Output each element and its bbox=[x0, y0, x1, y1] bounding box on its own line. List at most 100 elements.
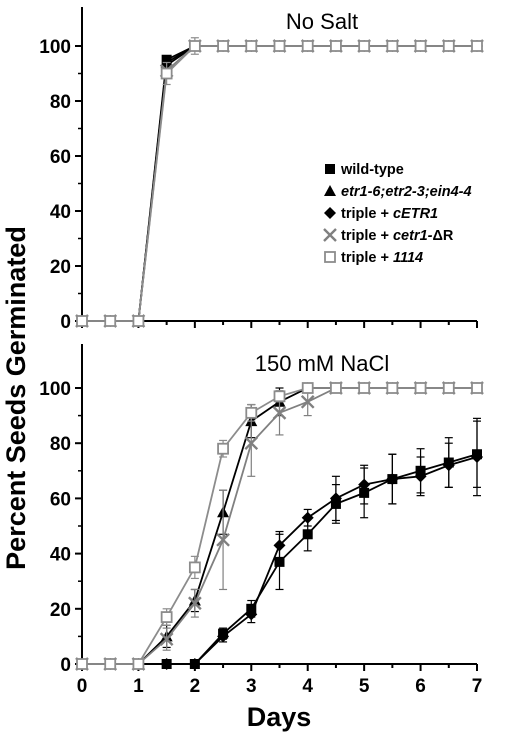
x-tick-label: 6 bbox=[415, 676, 426, 697]
data-point bbox=[442, 459, 455, 472]
data-point bbox=[358, 382, 371, 394]
data-point bbox=[471, 40, 483, 52]
data-point bbox=[104, 315, 117, 327]
data-point bbox=[301, 511, 314, 524]
data-point bbox=[217, 630, 230, 643]
y-tick-label: 40 bbox=[50, 545, 71, 566]
legend-label-part: triple + bbox=[341, 206, 393, 222]
data-point bbox=[330, 40, 342, 52]
series-triangle-filled bbox=[76, 40, 483, 326]
data-point bbox=[471, 451, 483, 463]
data-point bbox=[301, 382, 314, 394]
data-point bbox=[329, 492, 342, 505]
x-tick-label: 2 bbox=[190, 676, 201, 697]
x-axis-title: Days bbox=[247, 702, 312, 732]
y-tick-label: 60 bbox=[50, 489, 71, 510]
x-tick-label: 1 bbox=[133, 676, 144, 697]
legend-label: wild-type bbox=[340, 162, 404, 178]
data-point bbox=[414, 40, 427, 52]
data-point bbox=[160, 611, 173, 623]
panel-title: No Salt bbox=[286, 9, 358, 34]
data-point bbox=[300, 394, 315, 409]
data-point bbox=[358, 40, 371, 52]
series-diamond-filled bbox=[76, 417, 483, 670]
data-point bbox=[104, 658, 117, 670]
legend-marker bbox=[323, 228, 337, 242]
data-point bbox=[302, 529, 313, 540]
legend-label: triple + 1114 bbox=[341, 250, 423, 266]
data-point bbox=[245, 608, 258, 621]
nacl-panel: 0 20 40 60 80 100 0 1 2 3 4 5 6 7 150 mM NaCl bbox=[39, 344, 484, 697]
series-x bbox=[75, 381, 484, 671]
data-point bbox=[76, 315, 88, 327]
legend-marker bbox=[325, 164, 335, 174]
legend-marker bbox=[324, 207, 336, 219]
legend-label-part: triple + bbox=[341, 228, 393, 244]
y-tick-label: 20 bbox=[50, 257, 71, 278]
data-point bbox=[471, 382, 483, 394]
legend-label-part: ΔR bbox=[432, 228, 453, 244]
data-point bbox=[358, 478, 371, 491]
data-point bbox=[386, 40, 399, 52]
data-point bbox=[274, 556, 285, 567]
data-point bbox=[386, 382, 399, 394]
legend: wild-type etr1-6;etr2-3;ein4-4 triple + cE… bbox=[323, 162, 472, 266]
legend-label: etr1-6;etr2-3;ein4-4 bbox=[341, 184, 472, 200]
data-point bbox=[414, 470, 427, 483]
series-square-open bbox=[76, 382, 483, 670]
data-point bbox=[76, 658, 88, 670]
legend-label-part: cETR1 bbox=[393, 206, 438, 222]
data-point bbox=[132, 658, 145, 670]
data-point bbox=[442, 40, 455, 52]
legend-marker bbox=[324, 185, 336, 196]
data-point bbox=[386, 473, 399, 486]
y-tick-label: 20 bbox=[50, 600, 71, 621]
data-point bbox=[217, 442, 229, 455]
x-tick-label: 5 bbox=[359, 676, 370, 697]
x-tick-label: 0 bbox=[77, 676, 88, 697]
y-axis-title: Percent Seeds Germinated bbox=[1, 226, 31, 570]
x-tick-label: 7 bbox=[472, 676, 483, 697]
y-tick-label: 100 bbox=[39, 37, 71, 58]
data-point bbox=[301, 40, 314, 52]
data-point bbox=[216, 532, 230, 547]
data-point bbox=[188, 658, 201, 670]
data-point bbox=[273, 390, 286, 403]
x-tick-label: 4 bbox=[302, 676, 313, 697]
data-point bbox=[244, 436, 259, 451]
data-point bbox=[245, 40, 258, 52]
data-point bbox=[160, 67, 173, 80]
series-square-open bbox=[76, 37, 483, 327]
data-point bbox=[160, 658, 173, 670]
y-tick-label: 100 bbox=[39, 379, 71, 400]
data-point bbox=[217, 40, 229, 52]
legend-label-part: triple + bbox=[341, 250, 393, 266]
data-point bbox=[188, 596, 202, 611]
legend-label-part: 1114 bbox=[393, 250, 423, 266]
legend-label: triple + cetr1-ΔR bbox=[341, 228, 454, 244]
data-point bbox=[272, 405, 287, 420]
legend-label-part: etr1-6;etr2-3;ein4-4 bbox=[341, 184, 472, 200]
y-tick-label: 60 bbox=[50, 147, 71, 168]
y-tick-label: 40 bbox=[50, 202, 71, 223]
legend-marker bbox=[324, 251, 336, 263]
data-point bbox=[245, 406, 258, 419]
y-tick-label: 80 bbox=[50, 92, 71, 113]
y-tick-label: 0 bbox=[60, 312, 71, 333]
data-point bbox=[273, 40, 286, 52]
data-point bbox=[159, 632, 174, 647]
legend-label-part: cetr1- bbox=[393, 228, 433, 244]
x-tick-label: 3 bbox=[246, 676, 257, 697]
legend-label: triple + cETR1 bbox=[341, 206, 438, 222]
no-salt-panel: 0 20 40 60 80 100 No Salt bbox=[39, 7, 484, 333]
data-point bbox=[188, 561, 201, 574]
panel-title: 150 mM NaCl bbox=[255, 351, 389, 376]
y-tick-label: 80 bbox=[50, 434, 71, 455]
data-point bbox=[414, 382, 427, 394]
data-point bbox=[330, 382, 342, 394]
data-point bbox=[132, 315, 145, 327]
legend-label-part: wild-type bbox=[340, 162, 404, 178]
data-point bbox=[188, 40, 201, 52]
y-tick-label: 0 bbox=[60, 655, 71, 676]
